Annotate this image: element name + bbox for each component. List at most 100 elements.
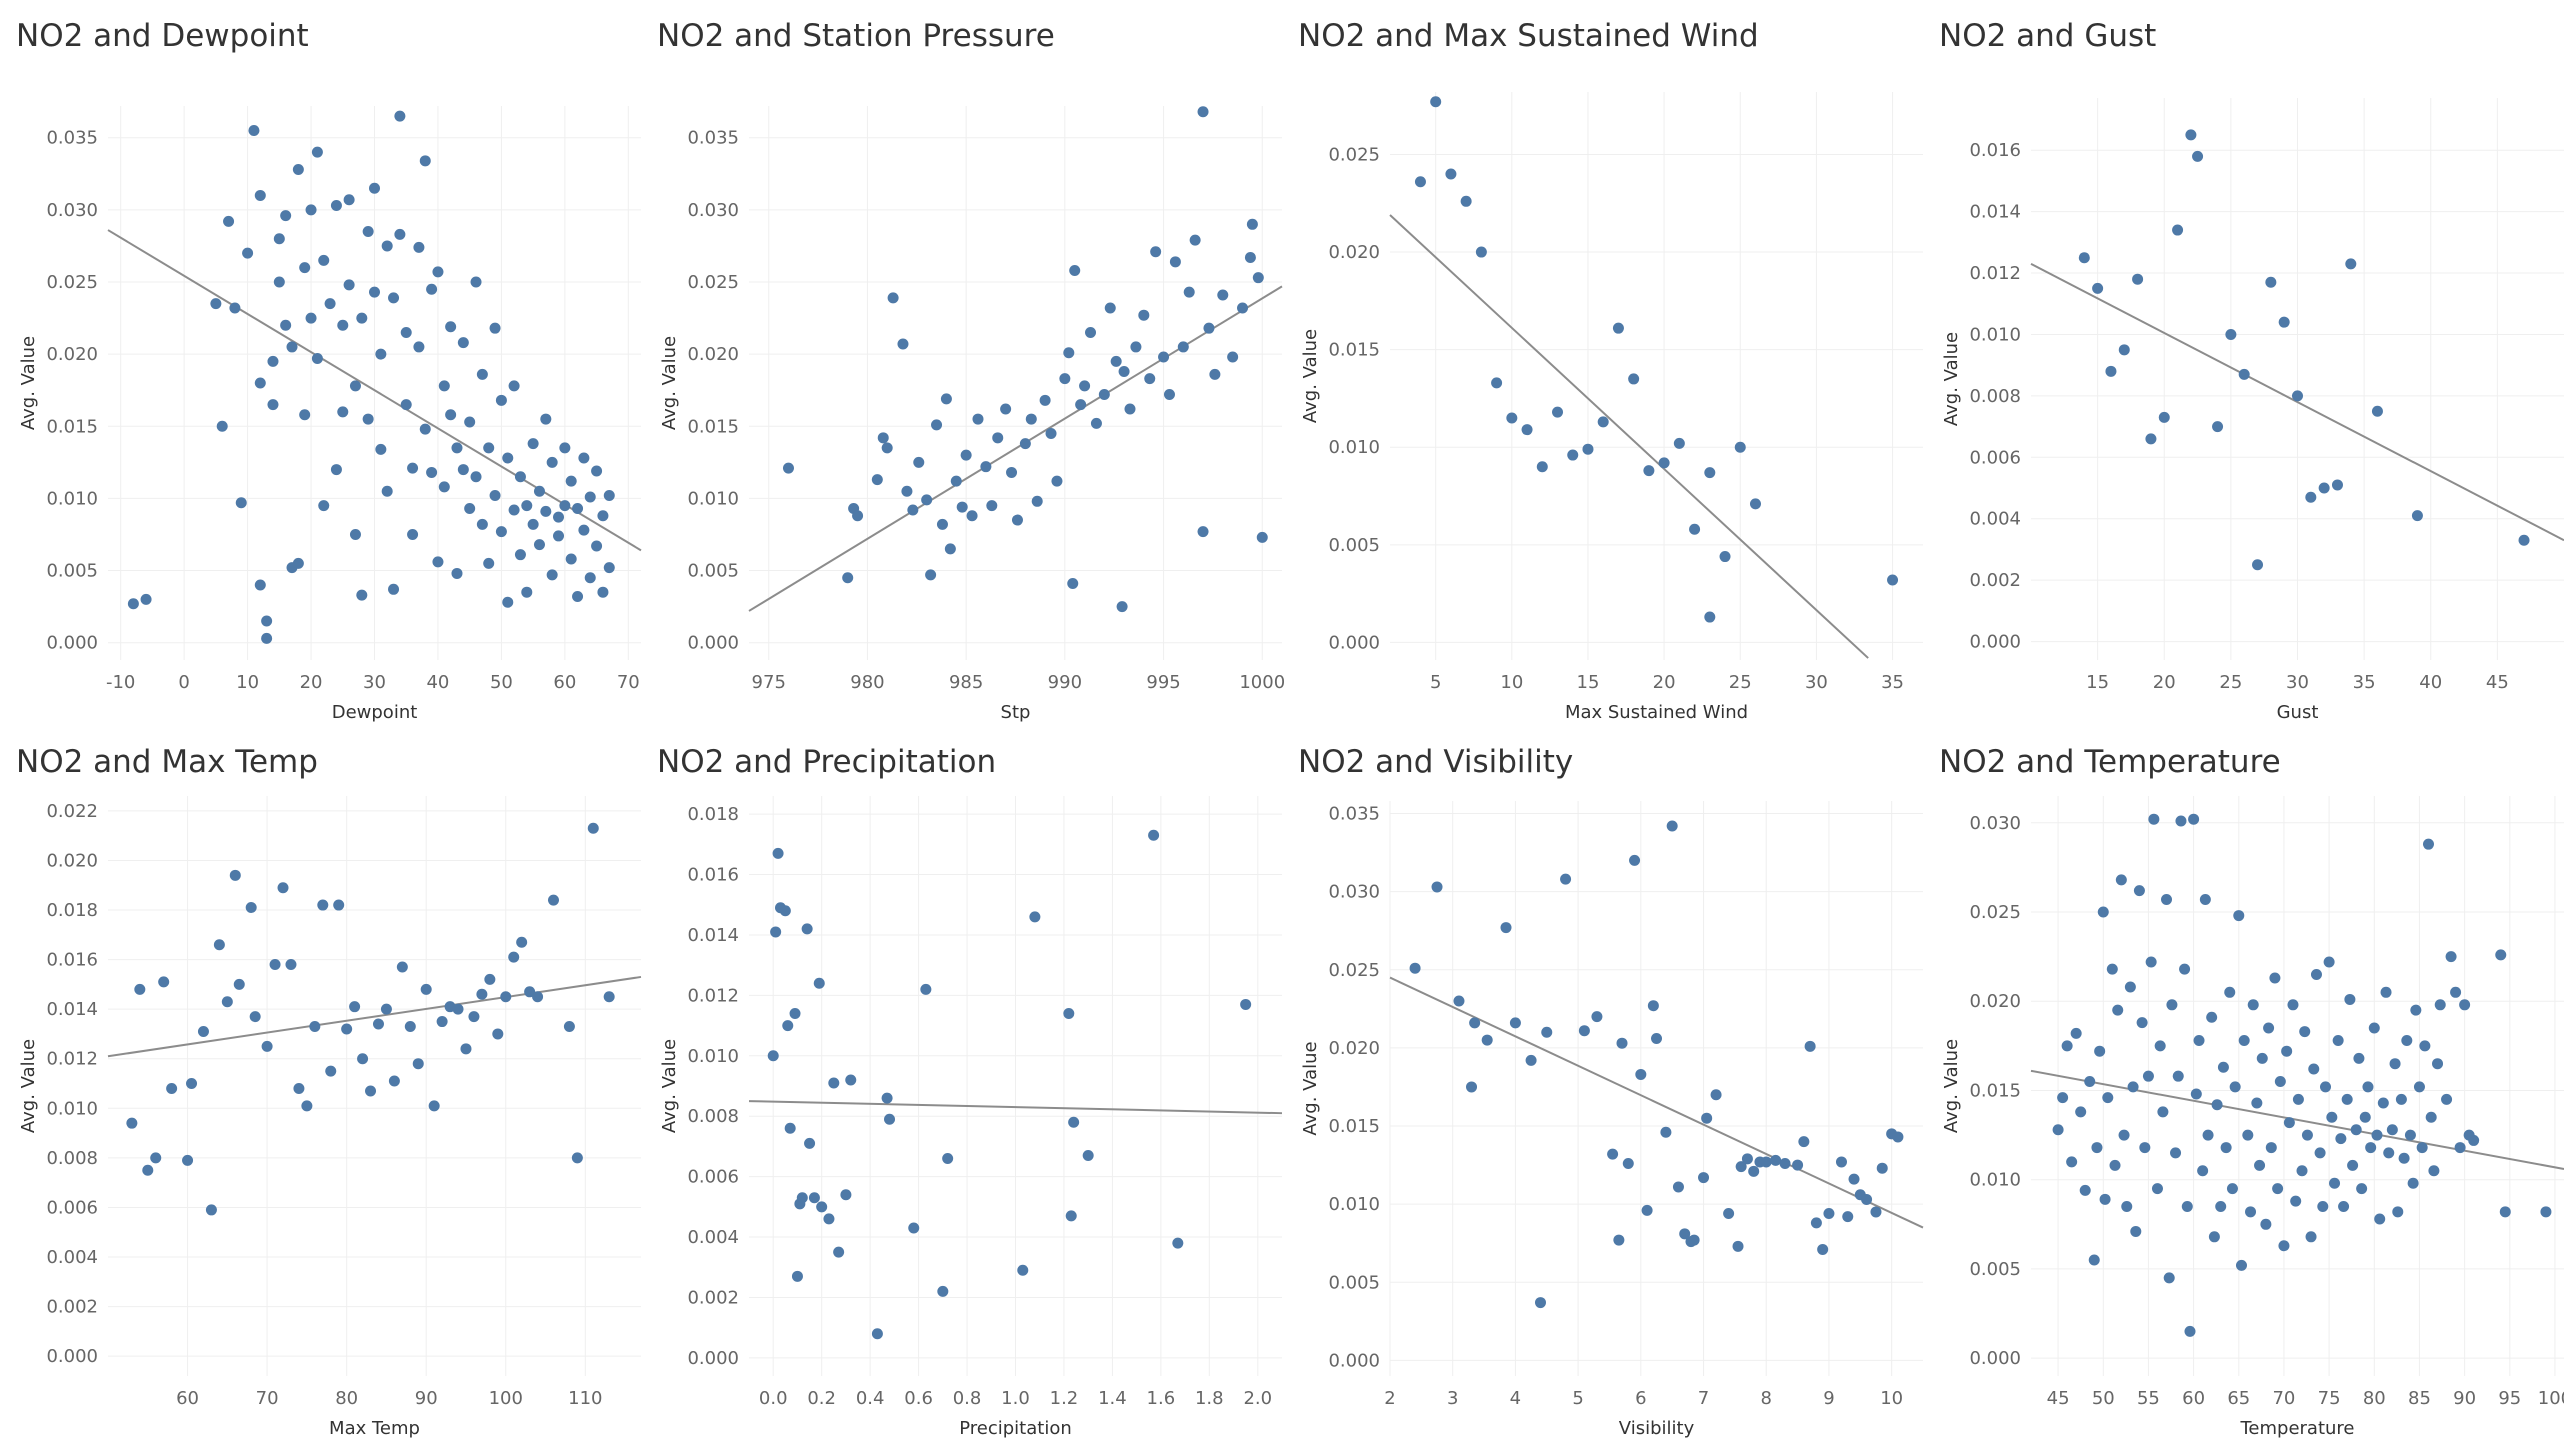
data-point[interactable] xyxy=(2347,1159,2359,1171)
data-point[interactable] xyxy=(1719,551,1731,563)
data-point[interactable] xyxy=(584,572,596,584)
data-point[interactable] xyxy=(1227,351,1239,363)
data-point[interactable] xyxy=(142,1164,154,1176)
data-point[interactable] xyxy=(942,1153,954,1164)
data-point[interactable] xyxy=(1148,829,1160,841)
data-point[interactable] xyxy=(1710,1089,1722,1101)
data-point[interactable] xyxy=(1150,246,1162,258)
data-point[interactable] xyxy=(2148,813,2160,825)
data-point[interactable] xyxy=(2256,1052,2268,1064)
data-point[interactable] xyxy=(337,319,349,331)
data-point[interactable] xyxy=(445,321,457,333)
data-point[interactable] xyxy=(2215,1200,2227,1212)
data-point[interactable] xyxy=(2428,1165,2440,1177)
data-point[interactable] xyxy=(527,518,539,530)
data-point[interactable] xyxy=(419,155,431,167)
data-point[interactable] xyxy=(2499,1206,2511,1218)
data-point[interactable] xyxy=(2057,1092,2069,1104)
data-point[interactable] xyxy=(2099,1193,2111,1205)
data-point[interactable] xyxy=(1673,437,1685,449)
data-point[interactable] xyxy=(432,266,444,278)
data-point[interactable] xyxy=(483,442,495,454)
data-point[interactable] xyxy=(2314,1147,2326,1159)
data-point[interactable] xyxy=(852,510,864,522)
data-point[interactable] xyxy=(2317,1200,2329,1212)
data-point[interactable] xyxy=(1597,416,1609,428)
data-point[interactable] xyxy=(394,228,406,240)
data-point[interactable] xyxy=(1172,1237,1184,1249)
data-point[interactable] xyxy=(309,1021,321,1033)
data-point[interactable] xyxy=(2163,1272,2175,1284)
data-point[interactable] xyxy=(2181,1200,2193,1212)
data-point[interactable] xyxy=(2130,1225,2142,1237)
data-point[interactable] xyxy=(578,452,590,464)
data-point[interactable] xyxy=(1197,526,1209,538)
data-point[interactable] xyxy=(2133,885,2145,897)
data-point[interactable] xyxy=(412,1058,424,1070)
data-point[interactable] xyxy=(407,528,419,540)
data-point[interactable] xyxy=(2199,894,2211,906)
data-point[interactable] xyxy=(495,526,507,538)
data-point[interactable] xyxy=(1116,601,1128,613)
data-point[interactable] xyxy=(1414,176,1426,188)
data-point[interactable] xyxy=(2419,1040,2431,1052)
data-point[interactable] xyxy=(779,905,791,917)
data-point[interactable] xyxy=(2371,405,2383,417)
data-point[interactable] xyxy=(1031,495,1043,507)
data-point[interactable] xyxy=(1749,498,1761,510)
data-point[interactable] xyxy=(1169,256,1181,268)
data-point[interactable] xyxy=(1252,272,1264,284)
data-point[interactable] xyxy=(248,125,260,137)
data-point[interactable] xyxy=(330,200,342,212)
data-point[interactable] xyxy=(770,926,782,938)
data-point[interactable] xyxy=(470,471,482,483)
data-point[interactable] xyxy=(372,1018,384,1030)
data-point[interactable] xyxy=(1237,302,1249,314)
data-point[interactable] xyxy=(603,562,615,574)
data-point[interactable] xyxy=(920,983,932,995)
data-point[interactable] xyxy=(992,432,1004,444)
data-point[interactable] xyxy=(1689,523,1701,535)
data-point[interactable] xyxy=(1770,1154,1782,1166)
data-point[interactable] xyxy=(1067,578,1079,590)
data-point[interactable] xyxy=(2404,1129,2416,1141)
data-point[interactable] xyxy=(1217,289,1229,301)
data-point[interactable] xyxy=(2318,482,2330,494)
data-point[interactable] xyxy=(2184,1325,2196,1337)
data-point[interactable] xyxy=(1006,466,1018,478)
data-point[interactable] xyxy=(330,464,342,476)
data-point[interactable] xyxy=(2305,1231,2317,1243)
data-point[interactable] xyxy=(318,500,330,512)
data-point[interactable] xyxy=(2265,1142,2277,1154)
data-point[interactable] xyxy=(2066,1156,2078,1168)
data-point[interactable] xyxy=(2335,1133,2347,1145)
data-point[interactable] xyxy=(1163,389,1175,401)
data-point[interactable] xyxy=(2265,276,2277,288)
data-point[interactable] xyxy=(1063,347,1075,359)
data-point[interactable] xyxy=(476,518,488,530)
data-point[interactable] xyxy=(452,1003,464,1015)
data-point[interactable] xyxy=(1701,1112,1713,1124)
data-point[interactable] xyxy=(158,976,170,988)
data-point[interactable] xyxy=(1734,441,1746,453)
data-point[interactable] xyxy=(950,475,962,487)
data-point[interactable] xyxy=(1870,1206,1882,1218)
data-point[interactable] xyxy=(823,1213,835,1225)
data-point[interactable] xyxy=(1560,873,1572,885)
data-point[interactable] xyxy=(2380,986,2392,998)
data-point[interactable] xyxy=(464,416,476,428)
data-point[interactable] xyxy=(293,1082,305,1094)
data-point[interactable] xyxy=(2192,150,2204,162)
data-point[interactable] xyxy=(1643,465,1655,477)
data-point[interactable] xyxy=(2118,1129,2130,1141)
data-point[interactable] xyxy=(1672,1181,1684,1193)
data-point[interactable] xyxy=(150,1152,162,1164)
data-point[interactable] xyxy=(2211,1099,2223,1111)
data-point[interactable] xyxy=(1011,514,1023,526)
data-point[interactable] xyxy=(603,490,615,502)
data-point[interactable] xyxy=(381,240,393,252)
data-point[interactable] xyxy=(426,283,438,295)
data-point[interactable] xyxy=(772,847,784,859)
data-point[interactable] xyxy=(1861,1193,1873,1205)
data-point[interactable] xyxy=(2245,1206,2257,1218)
